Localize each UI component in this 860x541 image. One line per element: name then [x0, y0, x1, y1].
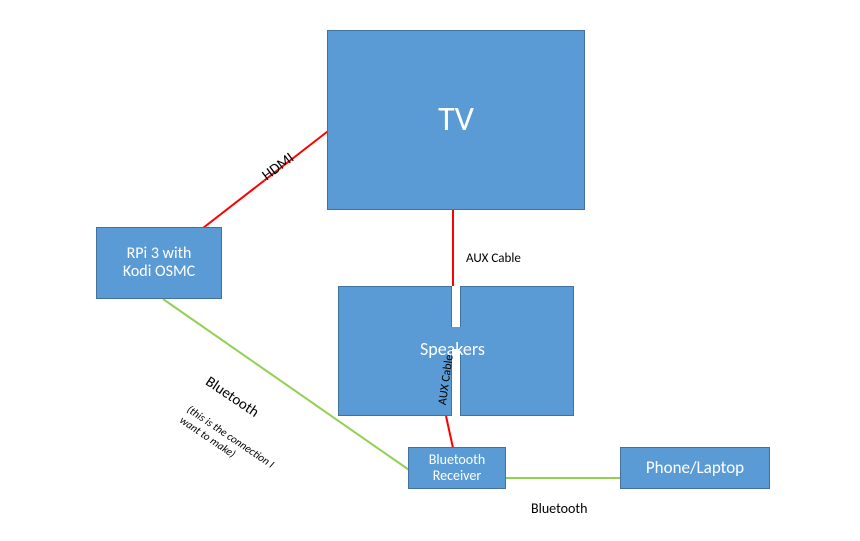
node-bluetooth-receiver: Bluetooth Receiver: [408, 447, 506, 489]
node-tv: TV: [327, 30, 585, 210]
speakers-text: Speakers: [420, 338, 485, 360]
tv-label: TV: [438, 100, 474, 139]
phone-label: Phone/Laptop: [646, 458, 744, 478]
node-phone-laptop: Phone/Laptop: [620, 447, 770, 489]
node-rpi: RPi 3 with Kodi OSMC: [96, 227, 222, 299]
label-aux-top: AUX Cable: [466, 236, 521, 266]
label-bluetooth-rpi: Bluetooth (this is the connection I want…: [167, 358, 307, 496]
edge-aux-bottom: [446, 416, 453, 448]
bt-rx-label: Bluetooth Receiver: [429, 452, 485, 484]
diagram-stage: { "canvas": { "w": 860, "h": 541, "bg": …: [0, 0, 860, 541]
label-hdmi: HDMI: [248, 135, 298, 185]
rpi-label: RPi 3 with Kodi OSMC: [123, 245, 195, 282]
label-bluetooth-phone: Bluetooth: [531, 483, 587, 517]
